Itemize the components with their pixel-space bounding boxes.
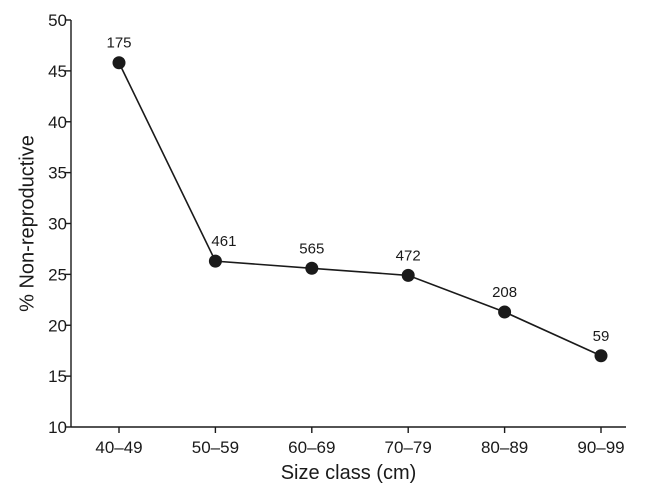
data-label: 208	[492, 284, 517, 301]
x-tick-label: 90–99	[577, 438, 624, 457]
y-tick-label: 30	[48, 215, 67, 234]
y-tick-label: 20	[48, 316, 67, 335]
x-tick-label: 80–89	[481, 438, 528, 457]
data-point	[498, 305, 512, 319]
x-tick-label: 40–49	[95, 438, 142, 457]
y-tick-label: 10	[48, 418, 67, 437]
x-tick-label: 60–69	[288, 438, 335, 457]
y-axis: 10 15 20 25 30 35 40 45 50	[48, 11, 72, 437]
data-label: 565	[299, 240, 324, 257]
x-tick-label: 50–59	[192, 438, 239, 457]
y-tick-label: 35	[48, 164, 67, 183]
data-label: 175	[106, 35, 131, 52]
series-layer: 175 461 565 472 208 59	[106, 35, 609, 363]
y-tick-label: 15	[48, 367, 67, 386]
data-point	[401, 268, 415, 282]
data-label: 461	[211, 233, 236, 250]
data-label: 59	[593, 328, 610, 345]
data-point	[208, 254, 222, 268]
x-axis: 40–49 50–59 60–69 70–79 80–89 90–99	[71, 426, 626, 457]
y-tick-label: 40	[48, 113, 67, 132]
series-line	[118, 62, 602, 357]
y-tick-label: 25	[48, 265, 67, 284]
x-tick-label: 70–79	[385, 438, 432, 457]
data-point	[305, 261, 319, 275]
data-point	[112, 56, 126, 70]
data-point	[594, 349, 608, 363]
y-tick-label: 50	[48, 11, 67, 30]
y-tick-label: 45	[48, 62, 67, 81]
x-axis-title: Size class (cm)	[281, 462, 417, 484]
data-label: 472	[396, 247, 421, 264]
y-axis-title: % Non-reproductive	[16, 135, 38, 312]
